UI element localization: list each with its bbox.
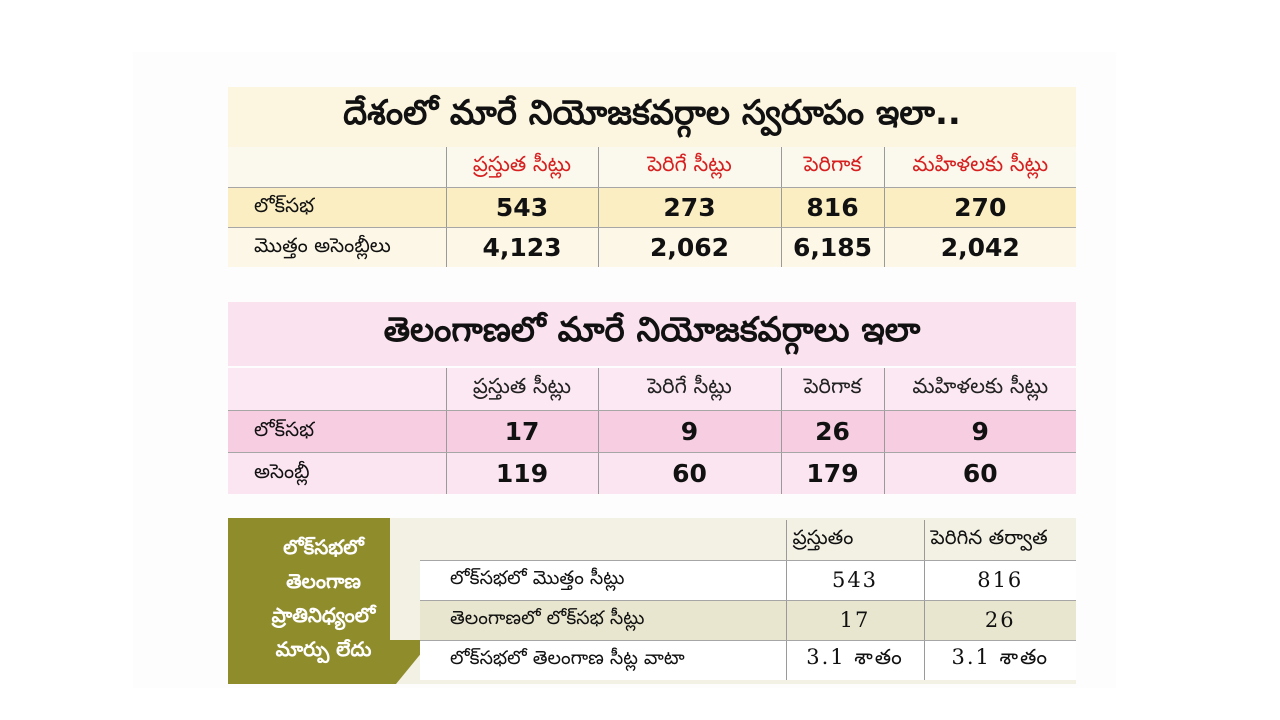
table-row: తెలంగాణలో లోక్‌సభ సీట్లు 17 26 bbox=[420, 600, 1076, 641]
header-empty-cell bbox=[228, 368, 446, 411]
row-label: లోక్‌సభ bbox=[228, 187, 446, 228]
row-label: లోక్‌సభలో మొత్తం సీట్లు bbox=[420, 560, 786, 601]
header-current-seats: ప్రస్తుత సీట్లు bbox=[445, 147, 598, 188]
representation-table: ప్రస్తుతం పెరిగిన తర్వాత లోక్‌సభలో మొత్త… bbox=[420, 520, 1076, 680]
table-row: లోక్‌సభలో మొత్తం సీట్లు 543 816 bbox=[420, 560, 1076, 601]
header-after-increase: పెరిగాక bbox=[780, 147, 884, 188]
header-increased-seats: పెరిగే సీట్లు bbox=[597, 368, 781, 411]
header-current: ప్రస్తుతం bbox=[785, 520, 924, 561]
header-after-increase: పెరిగాక bbox=[780, 368, 884, 411]
cell-value: 60 bbox=[597, 452, 781, 494]
header-women-seats: మహిళలకు సీట్లు bbox=[883, 147, 1076, 188]
callout-arrow-shape bbox=[228, 518, 432, 684]
cell-value: 17 bbox=[445, 410, 598, 453]
header-women-seats: మహిళలకు సీట్లు bbox=[883, 368, 1076, 411]
cell-value: 9 bbox=[883, 410, 1076, 453]
cell-value: 816 bbox=[923, 560, 1076, 601]
cell-value: 26 bbox=[923, 600, 1076, 641]
table-header-row: ప్రస్తుత సీట్లు పెరిగే సీట్లు పెరిగాక మహ… bbox=[228, 147, 1076, 188]
cell-value: 17 bbox=[785, 600, 924, 641]
row-label: లోక్‌సభ bbox=[228, 410, 446, 453]
header-increased-seats: పెరిగే సీట్లు bbox=[597, 147, 781, 188]
representation-callout: లోక్‌సభలో తెలంగాణ ప్రాతినిధ్యంలో మార్పు … bbox=[228, 518, 432, 684]
cell-value: 26 bbox=[780, 410, 884, 453]
cell-value: 543 bbox=[785, 560, 924, 601]
telangana-table-title: తెలంగాణలో మారే నియోజకవర్గాలు ఇలా bbox=[228, 302, 1076, 366]
cell-value: 816 bbox=[780, 187, 884, 228]
table-header-row: ప్రస్తుత సీట్లు పెరిగే సీట్లు పెరిగాక మహ… bbox=[228, 368, 1076, 411]
row-label: తెలంగాణలో లోక్‌సభ సీట్లు bbox=[420, 600, 786, 641]
header-empty-cell bbox=[228, 147, 446, 188]
callout-line: ప్రాతినిధ్యంలో bbox=[271, 603, 376, 627]
table-row: లోక్‌సభ 17 9 26 9 bbox=[228, 410, 1076, 453]
telangana-seats-table: ప్రస్తుత సీట్లు పెరిగే సీట్లు పెరిగాక మహ… bbox=[228, 368, 1076, 494]
cell-value: 60 bbox=[883, 452, 1076, 494]
callout-text: లోక్‌సభలో తెలంగాణ ప్రాతినిధ్యంలో మార్పు … bbox=[236, 530, 411, 666]
row-label: అసెంబ్లీ bbox=[228, 452, 446, 494]
cell-value: 273 bbox=[597, 187, 781, 228]
row-label: మొత్తం అసెంబ్లీలు bbox=[228, 227, 446, 267]
cell-value: 9 bbox=[597, 410, 781, 453]
cell-value: 6,185 bbox=[780, 227, 884, 267]
cell-value: 179 bbox=[780, 452, 884, 494]
national-table-title: దేశంలో మారే నియోజకవర్గాల స్వరూపం ఇలా.. bbox=[228, 87, 1076, 147]
cell-value: 3.1 శాతం bbox=[785, 640, 924, 680]
cell-value: 270 bbox=[883, 187, 1076, 228]
cell-value: 2,062 bbox=[597, 227, 781, 267]
cell-value: 119 bbox=[445, 452, 598, 494]
row-label: లోక్‌సభలో తెలంగాణ సీట్ల వాటా bbox=[420, 640, 786, 680]
cell-value: 2,042 bbox=[883, 227, 1076, 267]
cell-value: 3.1 శాతం bbox=[923, 640, 1076, 680]
header-empty-cell bbox=[420, 520, 786, 561]
national-seats-table: ప్రస్తుత సీట్లు పెరిగే సీట్లు పెరిగాక మహ… bbox=[228, 147, 1076, 267]
table-row: లోక్‌సభ 543 273 816 270 bbox=[228, 187, 1076, 228]
callout-line: లోక్‌సభలో bbox=[283, 535, 364, 559]
table-row: లోక్‌సభలో తెలంగాణ సీట్ల వాటా 3.1 శాతం 3.… bbox=[420, 640, 1076, 680]
table-row: మొత్తం అసెంబ్లీలు 4,123 2,062 6,185 2,04… bbox=[228, 227, 1076, 267]
table-header-row: ప్రస్తుతం పెరిగిన తర్వాత bbox=[420, 520, 1076, 561]
cell-value: 543 bbox=[445, 187, 598, 228]
header-after-increase: పెరిగిన తర్వాత bbox=[923, 520, 1076, 561]
table-row: అసెంబ్లీ 119 60 179 60 bbox=[228, 452, 1076, 494]
cell-value: 4,123 bbox=[445, 227, 598, 267]
callout-line: మార్పు లేదు bbox=[275, 637, 372, 661]
header-current-seats: ప్రస్తుత సీట్లు bbox=[445, 368, 598, 411]
callout-line: తెలంగాణ bbox=[286, 569, 361, 593]
